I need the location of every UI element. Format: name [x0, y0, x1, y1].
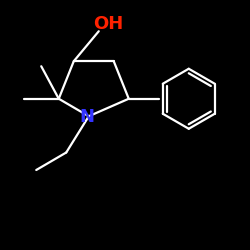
Text: N: N [80, 108, 94, 126]
Text: OH: OH [94, 15, 124, 33]
